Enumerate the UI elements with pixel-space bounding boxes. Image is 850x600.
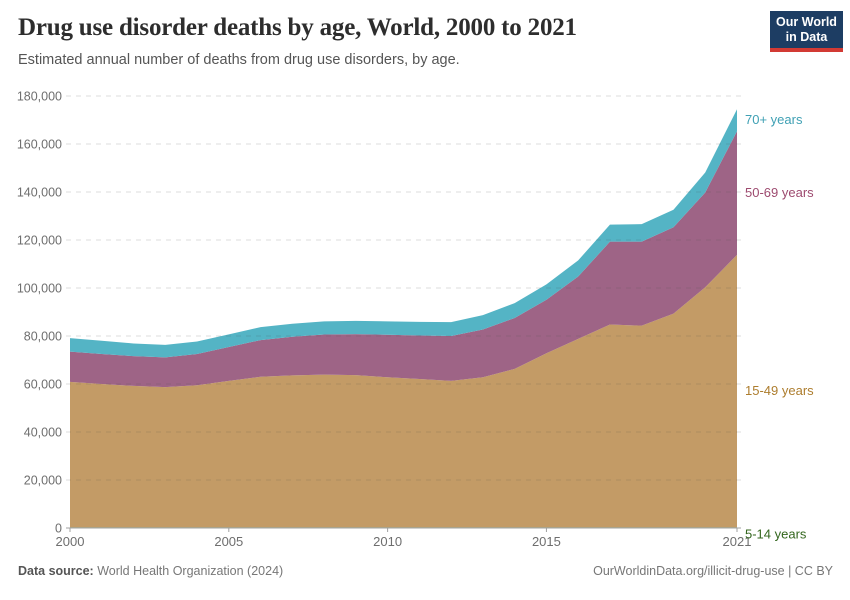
y-tick-label-0: 0 [55,522,62,536]
chart-footer: Data source: World Health Organization (… [18,564,833,578]
area-band-50-69-years[interactable] [70,131,737,388]
page-title: Drug use disorder deaths by age, World, … [18,14,577,41]
x-tick-label-2000: 2000 [56,534,85,549]
owid-citation-link[interactable]: OurWorldinData.org/illicit-drug-use | CC… [593,564,833,578]
y-tick-label-60000: 60,000 [24,378,62,392]
owid-logo-line2: in Data [785,30,828,44]
data-source-text: Data source: World Health Organization (… [18,564,283,578]
legend-label-50-69-years[interactable]: 50-69 years [745,185,814,200]
y-tick-label-100000: 100,000 [17,282,62,296]
y-tick-label-80000: 80,000 [24,330,62,344]
data-source-value: World Health Organization (2024) [93,564,284,578]
x-tick-label-2021: 2021 [723,534,752,549]
y-tick-label-40000: 40,000 [24,426,62,440]
x-tick-label-2005: 2005 [214,534,243,549]
x-tick-label-2010: 2010 [373,534,402,549]
chart-subtitle: Estimated annual number of deaths from d… [18,52,460,68]
legend-label-5-14-years[interactable]: 5-14 years [745,527,807,542]
area-band-15-49-years[interactable] [70,254,737,528]
y-tick-label-160000: 160,000 [17,138,62,152]
stacked-area-chart[interactable]: 0 20,000 40,000 60,000 80,000 100,000 120,000 1… [0,86,850,566]
x-tick-label-2015: 2015 [532,534,561,549]
legend-label-70-years[interactable]: 70+ years [745,112,803,127]
y-tick-label-20000: 20,000 [24,474,62,488]
owid-logo[interactable]: Our World in Data [770,11,843,52]
chart-area[interactable]: 0 20,000 40,000 60,000 80,000 100,000 120,000 1… [0,86,850,566]
y-tick-label-140000: 140,000 [17,186,62,200]
y-tick-label-120000: 120,000 [17,234,62,248]
area-band-70-years[interactable] [70,109,737,358]
owid-logo-line1: Our World [776,15,837,29]
legend-label-15-49-years[interactable]: 15-49 years [745,383,814,398]
y-tick-label-180000: 180,000 [17,90,62,104]
data-source-label: Data source: [18,564,94,578]
